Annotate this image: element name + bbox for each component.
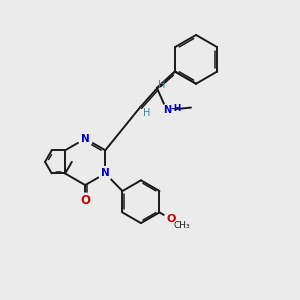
Text: O: O [167,214,176,224]
Text: N: N [81,134,90,144]
Text: N: N [163,105,171,115]
Text: H: H [143,108,150,118]
Text: H: H [158,80,166,90]
Text: -H: -H [171,104,182,113]
Text: N: N [101,169,110,178]
Text: O: O [80,194,90,207]
Text: CH₃: CH₃ [174,221,190,230]
